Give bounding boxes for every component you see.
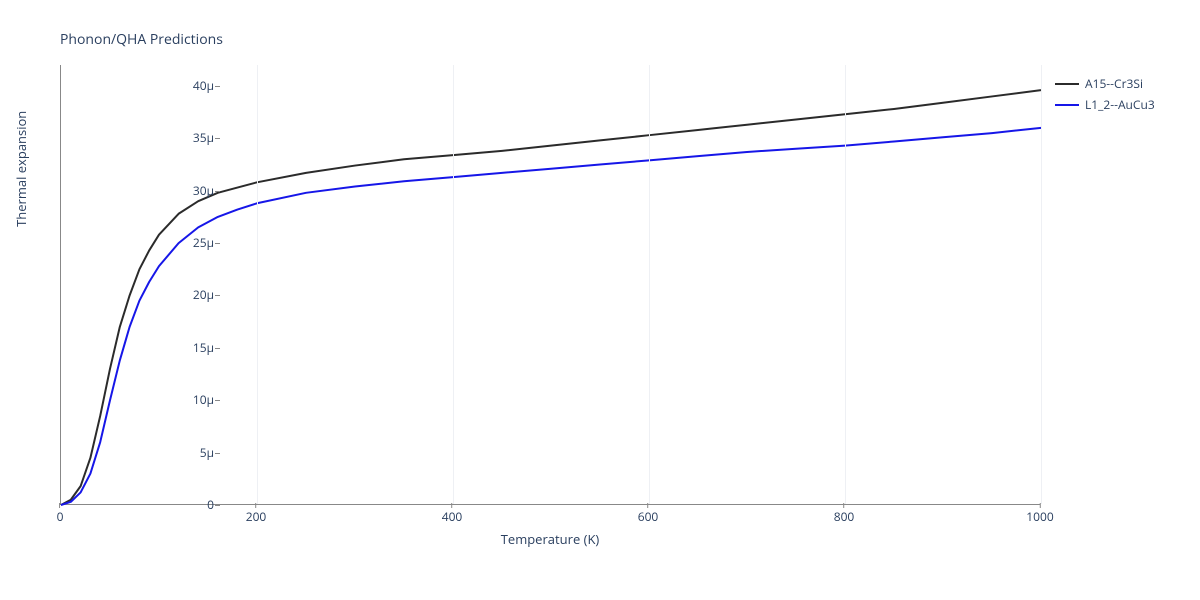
x-tick-mark xyxy=(256,503,257,508)
x-tick: 1000 xyxy=(1026,508,1053,525)
x-tick: 800 xyxy=(834,508,855,525)
y-tick-mark xyxy=(215,453,220,454)
y-tick-label: 25μ xyxy=(193,234,214,251)
legend-swatch xyxy=(1055,83,1079,85)
y-tick: 40μ xyxy=(174,80,214,92)
x-tick-label: 200 xyxy=(246,508,267,525)
y-tick-mark xyxy=(215,191,220,192)
y-tick-mark xyxy=(215,86,220,87)
x-tick-label: 600 xyxy=(638,508,659,525)
y-tick: 15μ xyxy=(174,342,214,354)
y-tick: 5μ xyxy=(174,447,214,459)
y-tick-label: 15μ xyxy=(193,339,214,356)
x-tick-mark xyxy=(60,503,61,508)
y-tick-label: 5μ xyxy=(200,444,214,461)
y-tick-mark xyxy=(215,243,220,244)
grid-line-vertical xyxy=(845,65,846,504)
y-tick-label: 35μ xyxy=(193,129,214,146)
y-tick: 35μ xyxy=(174,132,214,144)
y-tick-label: 20μ xyxy=(193,286,214,303)
y-tick-mark xyxy=(215,505,220,506)
legend-item[interactable]: L1_2--AuCu3 xyxy=(1055,96,1155,113)
x-axis-label: Temperature (K) xyxy=(60,530,1040,548)
grid-line-vertical xyxy=(649,65,650,504)
x-tick: 600 xyxy=(638,508,659,525)
y-tick-mark xyxy=(215,348,220,349)
y-tick-mark xyxy=(215,295,220,296)
x-tick: 400 xyxy=(442,508,463,525)
y-tick-label: 40μ xyxy=(193,77,214,94)
y-axis-label: Thermal expansion xyxy=(12,111,30,227)
chart-container: Phonon/QHA Predictions Thermal expansion… xyxy=(0,0,1200,600)
x-tick-label: 0 xyxy=(57,508,64,525)
grid-line-vertical xyxy=(257,65,258,504)
y-tick: 20μ xyxy=(174,289,214,301)
legend-item[interactable]: A15--Cr3Si xyxy=(1055,75,1155,92)
x-tick-mark xyxy=(844,503,845,508)
x-tick-label: 400 xyxy=(442,508,463,525)
grid-line-vertical xyxy=(453,65,454,504)
x-tick-label: 800 xyxy=(834,508,855,525)
x-tick: 200 xyxy=(246,508,267,525)
x-tick-label: 1000 xyxy=(1026,508,1053,525)
y-tick: 25μ xyxy=(174,237,214,249)
y-tick: 10μ xyxy=(174,394,214,406)
x-tick-mark xyxy=(648,503,649,508)
x-tick: 0 xyxy=(57,508,64,525)
y-tick: 30μ xyxy=(174,185,214,197)
y-tick-label: 10μ xyxy=(193,391,214,408)
legend: A15--Cr3Si L1_2--AuCu3 xyxy=(1055,75,1155,117)
legend-label: A15--Cr3Si xyxy=(1085,75,1143,92)
x-tick-mark xyxy=(452,503,453,508)
y-tick-mark xyxy=(215,400,220,401)
chart-title: Phonon/QHA Predictions xyxy=(60,30,223,49)
grid-line-vertical xyxy=(1041,65,1042,504)
x-tick-mark xyxy=(1039,503,1040,508)
legend-label: L1_2--AuCu3 xyxy=(1085,96,1155,113)
y-tick-mark xyxy=(215,138,220,139)
y-tick-label: 30μ xyxy=(193,182,214,199)
y-tick-label: 0 xyxy=(207,496,214,513)
legend-swatch xyxy=(1055,104,1079,106)
y-tick: 0 xyxy=(174,499,214,511)
